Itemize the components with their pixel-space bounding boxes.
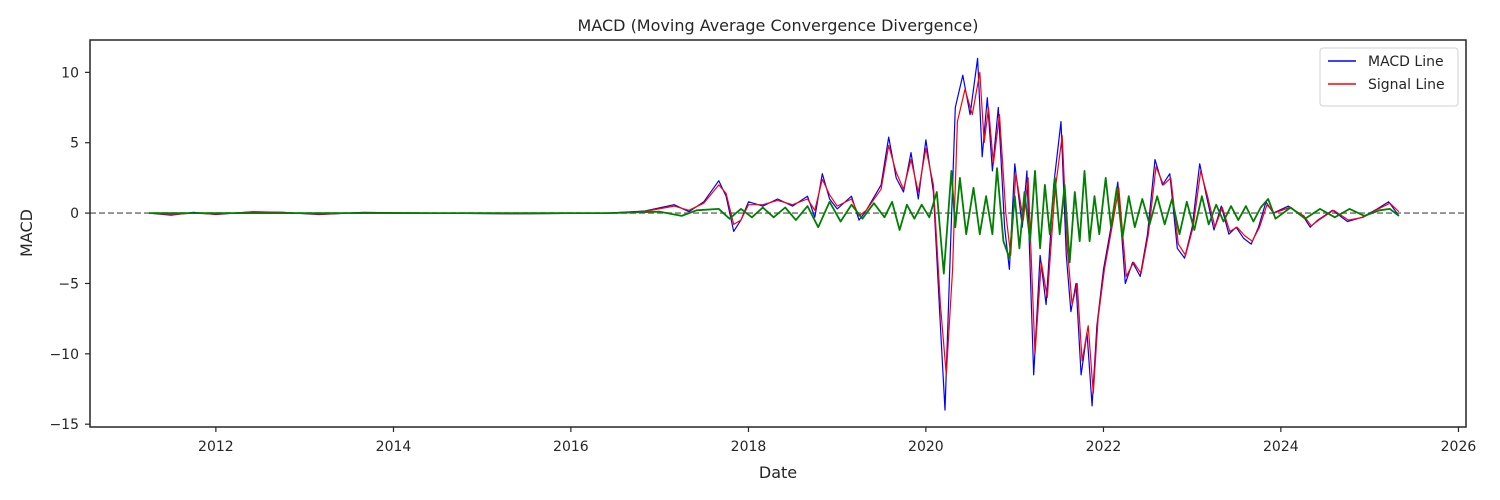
- plot-frame: [89, 39, 1467, 428]
- x-tick-label: 2014: [376, 439, 412, 455]
- x-tick-label: 2026: [1441, 439, 1477, 455]
- legend-label: Signal Line: [1368, 77, 1445, 93]
- legend-box: [1319, 47, 1459, 107]
- y-tick-label: 10: [61, 65, 79, 81]
- x-tick-label: 2018: [731, 439, 767, 455]
- x-axis: 2012 2014 2016 2018 2020 2022 2024 2026: [198, 427, 1476, 455]
- legend-label: MACD Line: [1368, 54, 1444, 70]
- x-tick-label: 2022: [1086, 439, 1122, 455]
- y-tick-label: −10: [49, 347, 79, 363]
- x-tick-label: 2024: [1263, 439, 1299, 455]
- signal-line-path: [148, 71, 1400, 394]
- chart-title: MACD (Moving Average Convergence Diverge…: [578, 16, 979, 35]
- x-tick-label: 2020: [908, 439, 944, 455]
- x-tick-label: 2016: [553, 439, 589, 455]
- x-tick-label: 2012: [198, 439, 234, 455]
- y-tick-label: −15: [49, 417, 79, 433]
- y-axis-title: MACD: [17, 209, 36, 257]
- plot-area: [89, 39, 1467, 428]
- y-tick-label: 5: [70, 136, 79, 152]
- y-axis: 10 5 0 −5 −10 −15: [49, 65, 90, 433]
- macd-line-path: [148, 57, 1400, 411]
- series-lines: [148, 57, 1400, 411]
- y-tick-label: 0: [70, 206, 79, 222]
- legend: MACD Line Signal Line: [1319, 47, 1459, 107]
- x-axis-title: Date: [759, 463, 797, 482]
- series-3-path: [149, 167, 1400, 275]
- y-tick-label: −5: [58, 276, 79, 292]
